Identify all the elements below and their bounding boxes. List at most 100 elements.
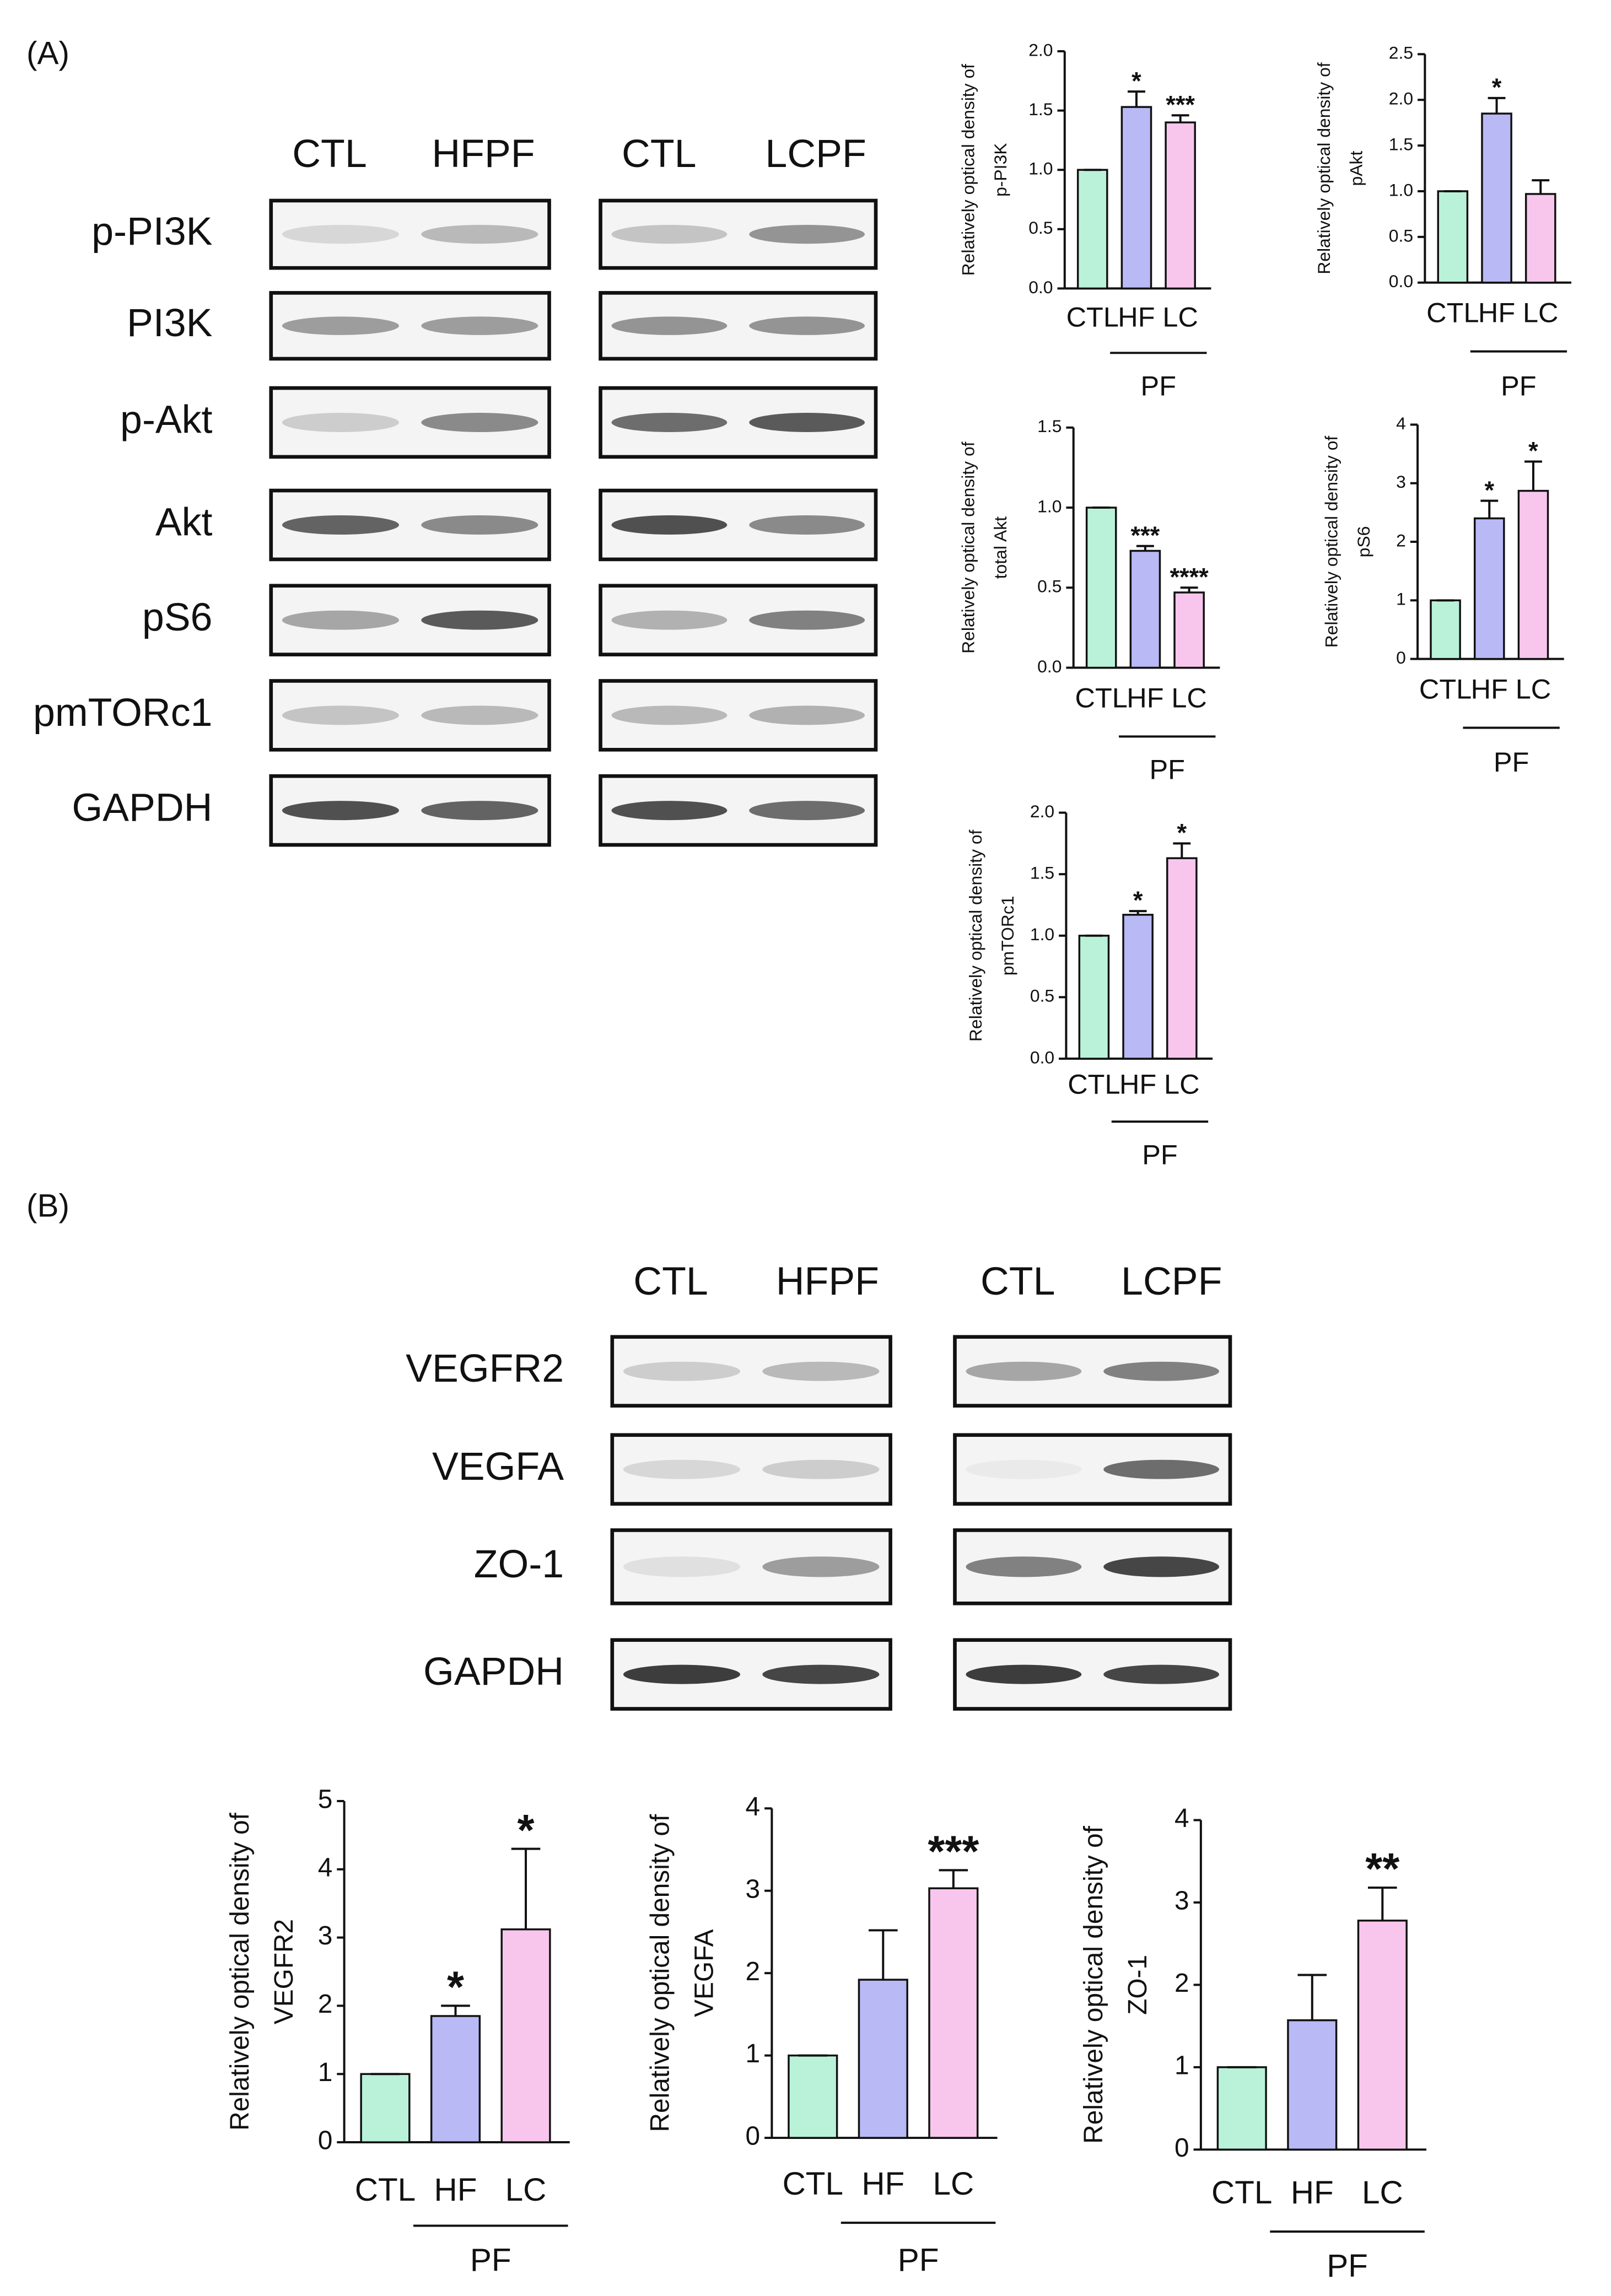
group-label: PF [470, 2242, 511, 2278]
band [762, 1556, 880, 1577]
column-header: HFPF [432, 132, 535, 176]
error-bar [1480, 499, 1499, 519]
error-bar [1136, 545, 1154, 551]
band [623, 1459, 741, 1479]
y-tick-label: 2 [746, 1957, 761, 1986]
error-bar [511, 1847, 541, 1929]
band [611, 610, 728, 630]
band [421, 515, 538, 535]
error-bar [1128, 90, 1145, 107]
significance-label: **** [1170, 563, 1209, 591]
significance-label: * [518, 1805, 535, 1855]
y-axis-label: Relatively optical density of [1079, 1825, 1108, 2143]
bar [360, 2073, 411, 2143]
bar [1078, 935, 1110, 1060]
bar [1357, 1920, 1408, 2151]
band [966, 1556, 1082, 1577]
y-tick-label: 2.0 [1389, 89, 1413, 109]
band [611, 705, 728, 725]
blot [269, 198, 551, 270]
y-tick-label: 5 [318, 1785, 333, 1814]
band [623, 1556, 741, 1577]
group-label: PF [1494, 746, 1529, 778]
bar [1517, 489, 1549, 660]
bar [858, 1979, 908, 2139]
column-header: CTL [622, 132, 697, 176]
y-axis-label: VEGFR2 [270, 1919, 299, 2024]
band [421, 705, 538, 725]
significance-label: *** [1166, 90, 1195, 118]
x-tick-label: HF [434, 2172, 477, 2208]
group-label: PF [1141, 370, 1177, 401]
bar [1287, 2019, 1338, 2151]
panel-label: (B) [26, 1188, 69, 1224]
x-tick-label: LC [1162, 301, 1198, 333]
significance-label: ** [1365, 1844, 1399, 1893]
band [611, 413, 728, 432]
x-tick-label: CTL [1426, 297, 1479, 328]
blot [269, 291, 551, 361]
error-bar [869, 1929, 898, 1980]
y-tick-label: 2.0 [1030, 801, 1054, 821]
column-header: HFPF [776, 1259, 879, 1303]
group-label: PF [1501, 370, 1536, 401]
band [421, 224, 538, 244]
row-label: VEGFA [432, 1445, 564, 1489]
blot [269, 679, 551, 752]
blot [599, 679, 878, 752]
x-tick-label: LC [505, 2172, 547, 2208]
y-tick-label: 3 [746, 1874, 761, 1904]
panel-label: (A) [26, 35, 69, 71]
x-tick-label: CTL [1211, 2175, 1272, 2211]
group-label: PF [1150, 754, 1186, 785]
x-tick-label: LC [1362, 2175, 1403, 2211]
y-tick-label: 2.5 [1389, 43, 1413, 63]
y-axis-label: pmTORc1 [998, 896, 1017, 975]
x-tick-label: HF [1471, 673, 1508, 704]
y-tick-label: 4 [1174, 1804, 1189, 1833]
y-axis-label: total Akt [990, 516, 1010, 579]
row-label: GAPDH [423, 1650, 564, 1694]
significance-label: *** [928, 1826, 979, 1875]
significance-label: *** [1131, 521, 1160, 549]
x-tick-label: LC [1164, 1069, 1200, 1100]
y-tick-label: 1 [746, 2039, 761, 2068]
x-tick-label: HF [1119, 1069, 1156, 1100]
y-tick-label: 1 [1174, 2051, 1189, 2080]
y-tick-label: 0.0 [1389, 271, 1413, 291]
significance-label: * [1492, 73, 1502, 101]
band [421, 801, 538, 821]
error-bar [1532, 179, 1550, 194]
band [623, 1361, 741, 1381]
blot [599, 584, 878, 656]
bar [500, 1928, 551, 2143]
bar [1430, 599, 1461, 660]
group-label: PF [1327, 2248, 1368, 2284]
band [749, 224, 865, 244]
bar [1481, 112, 1512, 284]
blot [610, 1335, 892, 1408]
error-bar [1524, 460, 1542, 491]
y-tick-label: 0.5 [1389, 225, 1413, 245]
error-bar [1171, 114, 1189, 123]
significance-label: * [1177, 818, 1187, 847]
y-tick-label: 1.5 [1028, 99, 1053, 119]
y-tick-label: 0 [746, 2122, 761, 2151]
band [421, 413, 538, 432]
band [282, 610, 399, 630]
band [749, 316, 865, 335]
x-tick-label: LC [1171, 682, 1207, 713]
band [749, 705, 865, 725]
band [611, 224, 728, 244]
y-tick-label: 3 [1174, 1887, 1189, 1916]
error-bar [1368, 1887, 1397, 1921]
y-axis-label: Relatively optical density of [225, 1812, 255, 2130]
error-bar [1180, 586, 1198, 593]
blot [610, 1528, 892, 1605]
column-header: CTL [292, 132, 367, 176]
band [282, 801, 399, 821]
x-tick-label: HF [1118, 301, 1155, 333]
band [282, 224, 399, 244]
x-tick-label: CTL [1419, 673, 1472, 704]
x-tick-label: LC [1516, 673, 1551, 704]
